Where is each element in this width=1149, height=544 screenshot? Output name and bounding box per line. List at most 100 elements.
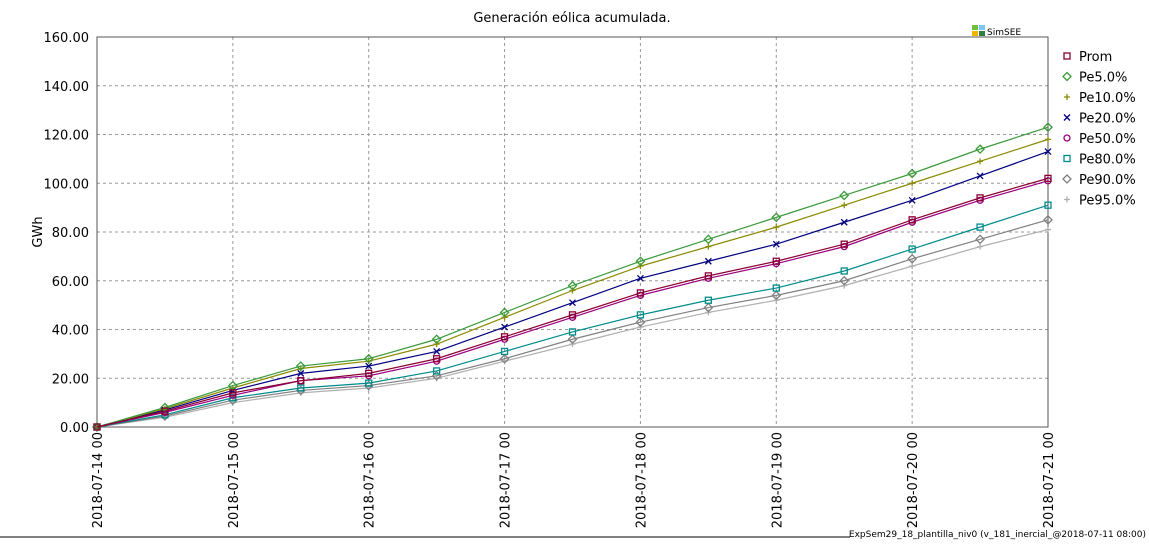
x-tick-label: 2018-07-14 00 [91, 432, 106, 528]
marker [568, 311, 577, 319]
chart-title: Generación eólica acumulada. [473, 11, 670, 26]
marker [636, 289, 645, 297]
marker [840, 218, 848, 226]
y-tick-label: 40.00 [52, 324, 89, 339]
y-tick-label: 160.00 [44, 31, 90, 46]
marker [499, 307, 510, 318]
marker [297, 384, 305, 392]
marker [1063, 114, 1071, 121]
marker [772, 257, 780, 265]
y-tick-label: 80.00 [52, 226, 89, 241]
marker [567, 334, 578, 345]
marker [1044, 148, 1052, 156]
marker [636, 311, 645, 319]
x-tick-label: 2018-07-20 00 [906, 432, 921, 528]
marker [1043, 122, 1053, 133]
marker [93, 423, 101, 431]
marker [705, 243, 712, 250]
marker [975, 144, 985, 155]
marker [500, 347, 509, 356]
marker [975, 234, 985, 245]
marker [365, 369, 373, 378]
marker [976, 223, 984, 231]
series-line [96, 180, 1049, 428]
marker [229, 389, 237, 397]
marker [1043, 214, 1053, 225]
marker [1044, 174, 1052, 183]
marker [635, 256, 646, 267]
x-tick-label: 2018-07-17 00 [499, 432, 514, 528]
logo-text: SimSEE [987, 28, 1021, 38]
logo-icon [972, 31, 978, 36]
x-tick-label: 2018-07-18 00 [634, 432, 649, 528]
marker [704, 296, 713, 304]
marker [501, 323, 509, 331]
legend-label: Pe20.0% [1079, 112, 1136, 127]
legend-label: Pe10.0% [1079, 91, 1136, 106]
marker [773, 224, 780, 231]
marker [977, 158, 984, 165]
marker [976, 172, 984, 180]
logo-icon [979, 25, 985, 30]
x-tick-label: 2018-07-15 00 [227, 432, 242, 528]
marker [839, 275, 850, 286]
marker [840, 267, 848, 275]
marker [635, 317, 646, 328]
marker [365, 379, 373, 387]
marker [839, 190, 850, 201]
marker [772, 240, 780, 248]
x-tick-label: 2018-07-19 00 [770, 432, 785, 528]
marker [1045, 136, 1051, 143]
marker [500, 333, 509, 341]
marker [1063, 154, 1071, 163]
marker [567, 280, 578, 291]
marker [1063, 134, 1071, 142]
marker [297, 377, 305, 385]
series-line [96, 177, 1049, 428]
y-tick-label: 140.00 [44, 80, 90, 95]
marker [499, 353, 510, 364]
marker [907, 253, 918, 264]
legend-label: Pe50.0% [1079, 132, 1136, 147]
logo-icon [972, 25, 978, 30]
series [93, 174, 1052, 431]
marker [431, 334, 442, 345]
marker [704, 257, 712, 265]
marker [841, 202, 848, 209]
series-line [96, 219, 1049, 428]
marker [977, 243, 984, 250]
y-tick-label: 60.00 [52, 275, 89, 290]
marker [432, 355, 441, 363]
y-tick-label: 100.00 [44, 177, 90, 192]
marker [840, 240, 848, 248]
logo-icon [979, 31, 985, 36]
marker [1062, 71, 1072, 82]
marker [1064, 94, 1070, 100]
marker [1045, 226, 1051, 233]
series [92, 122, 1053, 432]
marker [297, 369, 305, 377]
legend-label: Pe90.0% [1079, 173, 1136, 188]
x-tick-label: 2018-07-16 00 [363, 432, 378, 528]
marker [568, 328, 577, 336]
marker [908, 216, 916, 224]
marker [976, 194, 984, 202]
marker [703, 234, 714, 245]
marker [1063, 52, 1071, 60]
marker [704, 272, 713, 280]
marker [363, 353, 374, 364]
marker [772, 284, 780, 292]
marker [909, 180, 916, 187]
marker [703, 302, 714, 313]
series-line [96, 228, 1049, 428]
marker [771, 290, 782, 301]
marker [569, 299, 576, 307]
series [93, 201, 1052, 431]
legend-label: Pe95.0% [1079, 194, 1136, 209]
marker [908, 245, 916, 253]
marker [161, 407, 169, 415]
footer: ExpSem29_18_plantilla_niv0 (v_181_inerci… [849, 530, 1146, 540]
legend-label: Prom [1079, 50, 1112, 65]
y-tick-label: 0.00 [60, 421, 89, 436]
